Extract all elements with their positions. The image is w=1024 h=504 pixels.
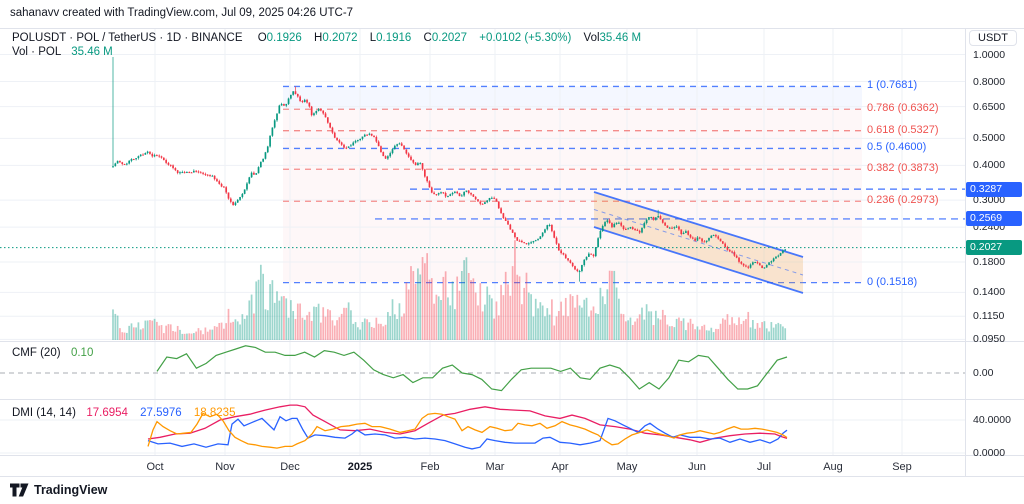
x-axis-tick: Feb <box>420 461 440 473</box>
volume-legend-value: 35.46 M <box>71 46 113 58</box>
x-axis-tick: 2025 <box>347 461 373 473</box>
fib-level-label: 0.618 (0.5327) <box>867 123 939 136</box>
quote-currency-chip[interactable]: USDT <box>969 30 1017 46</box>
ohlc-high: H0.2072 <box>314 32 358 44</box>
y-axis-tick: 0.0950 <box>973 333 1006 346</box>
fib-level-label: 0 (0.1518) <box>867 275 918 288</box>
fib-level-label: 0.5 (0.4600) <box>867 141 927 154</box>
x-axis-tick: Aug <box>823 461 843 473</box>
y-axis-tick: 0.3000 <box>973 194 1006 207</box>
y-axis-tick: 0.1800 <box>973 255 1006 268</box>
ohlc-open: O0.1926 <box>257 32 302 44</box>
price-tag: 0.2027 <box>966 240 1022 256</box>
x-axis-tick: Dec <box>280 461 300 473</box>
dmi-plus-di-value: 27.5976 <box>140 407 182 419</box>
symbol-title[interactable]: POLUSDT · POL / TetherUS · 1D · BINANCE <box>12 32 243 44</box>
change-value: +0.0102 (+5.30%) <box>479 32 572 44</box>
y-axis-tick: 0.4000 <box>973 159 1006 172</box>
attribution-text: sahanavv created with TradingView.com, J… <box>10 7 354 19</box>
dmi-minus-di-value: 18.8235 <box>193 407 236 419</box>
attribution-bar: sahanavv created with TradingView.com, J… <box>0 0 1024 29</box>
x-axis-tick: Mar <box>485 461 505 473</box>
cmf-legend: CMF (20) 0.10 <box>12 347 102 359</box>
dmi-label[interactable]: DMI (14, 14) <box>12 407 76 419</box>
y-axis-tick: 0.1400 <box>973 286 1006 299</box>
price-tag: 0.3287 <box>966 181 1022 197</box>
y-axis-tick: 1.0000 <box>973 48 1006 61</box>
dmi-adx-value: 17.6954 <box>86 407 128 419</box>
tradingview-logo[interactable]: TradingView <box>10 483 107 497</box>
y-axis-tick: 40.0000 <box>973 414 1011 426</box>
ohlc-low: L0.1916 <box>369 32 412 44</box>
y-axis-tick: 0.5000 <box>973 132 1006 145</box>
x-axis-tick: Sep <box>892 461 912 473</box>
fib-level-label: 1 (0.7681) <box>867 79 918 92</box>
y-axis-tick: 0.00 <box>973 367 994 379</box>
footer-bar: TradingView <box>0 477 1024 504</box>
y-axis-tick: 0.1150 <box>973 310 1005 323</box>
fib-level-label: 0.236 (0.2973) <box>867 194 939 207</box>
y-axis-tick: 0.6500 <box>973 100 1006 113</box>
fib-level-label: 0.382 (0.3873) <box>867 162 939 175</box>
tradingview-logo-icon <box>10 483 29 497</box>
fib-level-label: 0.786 (0.6362) <box>867 102 939 115</box>
volume-legend: Vol · POL 35.46 M <box>12 46 122 58</box>
cmf-value: 0.10 <box>70 347 94 359</box>
x-axis-tick: Nov <box>215 461 235 473</box>
y-axis-tick: 0.0000 <box>973 447 1006 459</box>
time-scale[interactable]: Oct Nov Dec 2025 Feb Mar Apr May Jun Jul Aug Sep <box>0 456 965 476</box>
dmi-legend: DMI (14, 14) 17.6954 27.5976 18.8235 <box>12 407 244 419</box>
y-axis-tick: 0.8000 <box>973 75 1006 88</box>
x-axis-tick: May <box>616 461 638 473</box>
price-scale[interactable]: 1.0000 0.8000 0.6500 0.5000 0.4000 0.3000 0.24… <box>965 28 1024 477</box>
cmf-label[interactable]: CMF (20) <box>12 347 61 359</box>
x-axis-tick: Jun <box>688 461 706 473</box>
volume-readout: Vol35.46 M <box>583 32 642 44</box>
x-axis-tick: Apr <box>551 461 569 473</box>
x-axis-tick: Jul <box>756 461 772 473</box>
symbol-legend: POLUSDT · POL / TetherUS · 1D · BINANCE … <box>12 32 650 44</box>
price-tag: 0.2569 <box>966 211 1022 227</box>
tradingview-logo-text: TradingView <box>34 483 108 497</box>
ohlc-close: C0.2027 <box>423 32 468 44</box>
volume-legend-label[interactable]: Vol · POL <box>12 46 61 58</box>
x-axis-tick: Oct <box>146 461 164 473</box>
